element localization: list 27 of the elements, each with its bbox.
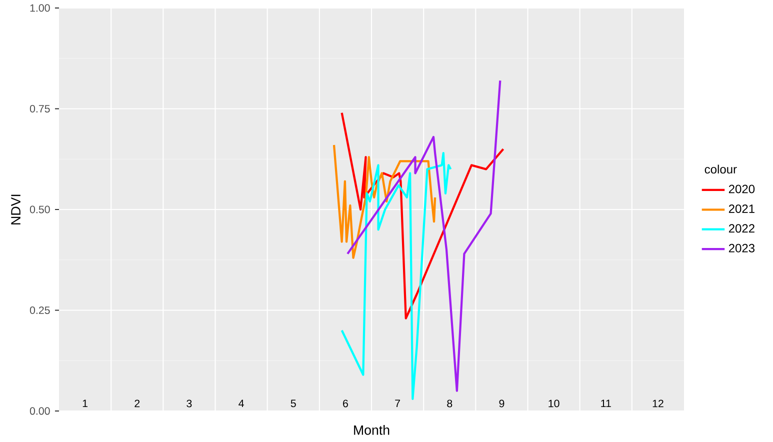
y-tick-label: 0.75 xyxy=(30,104,50,113)
legend-label: 2022 xyxy=(728,224,754,233)
line-series xyxy=(340,152,452,400)
y-tick-label: 0.50 xyxy=(30,206,50,214)
x-tick-label: 11 xyxy=(601,400,611,408)
x-tick-label: 8 xyxy=(447,400,452,408)
legend-label: 2021 xyxy=(728,204,754,213)
x-tick-label: 6 xyxy=(343,400,348,408)
x-tick-label: 9 xyxy=(499,400,504,408)
line-series xyxy=(340,112,504,320)
x-tick-label: 2 xyxy=(134,400,140,408)
line-series xyxy=(346,79,502,392)
x-tick-label: 12 xyxy=(652,400,664,408)
x-tick-label: 3 xyxy=(186,400,192,408)
legend-label: 2020 xyxy=(728,184,755,194)
y-tick-label: 0.00 xyxy=(30,407,50,415)
x-tick-label: 10 xyxy=(548,400,560,408)
x-tick-label: 1 xyxy=(82,400,88,408)
legend-label: 2023 xyxy=(728,244,755,252)
y-tick-label: 1.00 xyxy=(30,4,50,12)
y-axis-title: NDVI xyxy=(11,194,20,224)
legend-title: colour xyxy=(704,164,737,174)
y-tick-label: 0.25 xyxy=(30,306,50,314)
x-axis-title: Month xyxy=(354,425,390,435)
x-tick-label: 7 xyxy=(395,400,400,408)
x-tick-label: 4 xyxy=(238,400,244,408)
x-tick-label: 5 xyxy=(290,400,296,408)
